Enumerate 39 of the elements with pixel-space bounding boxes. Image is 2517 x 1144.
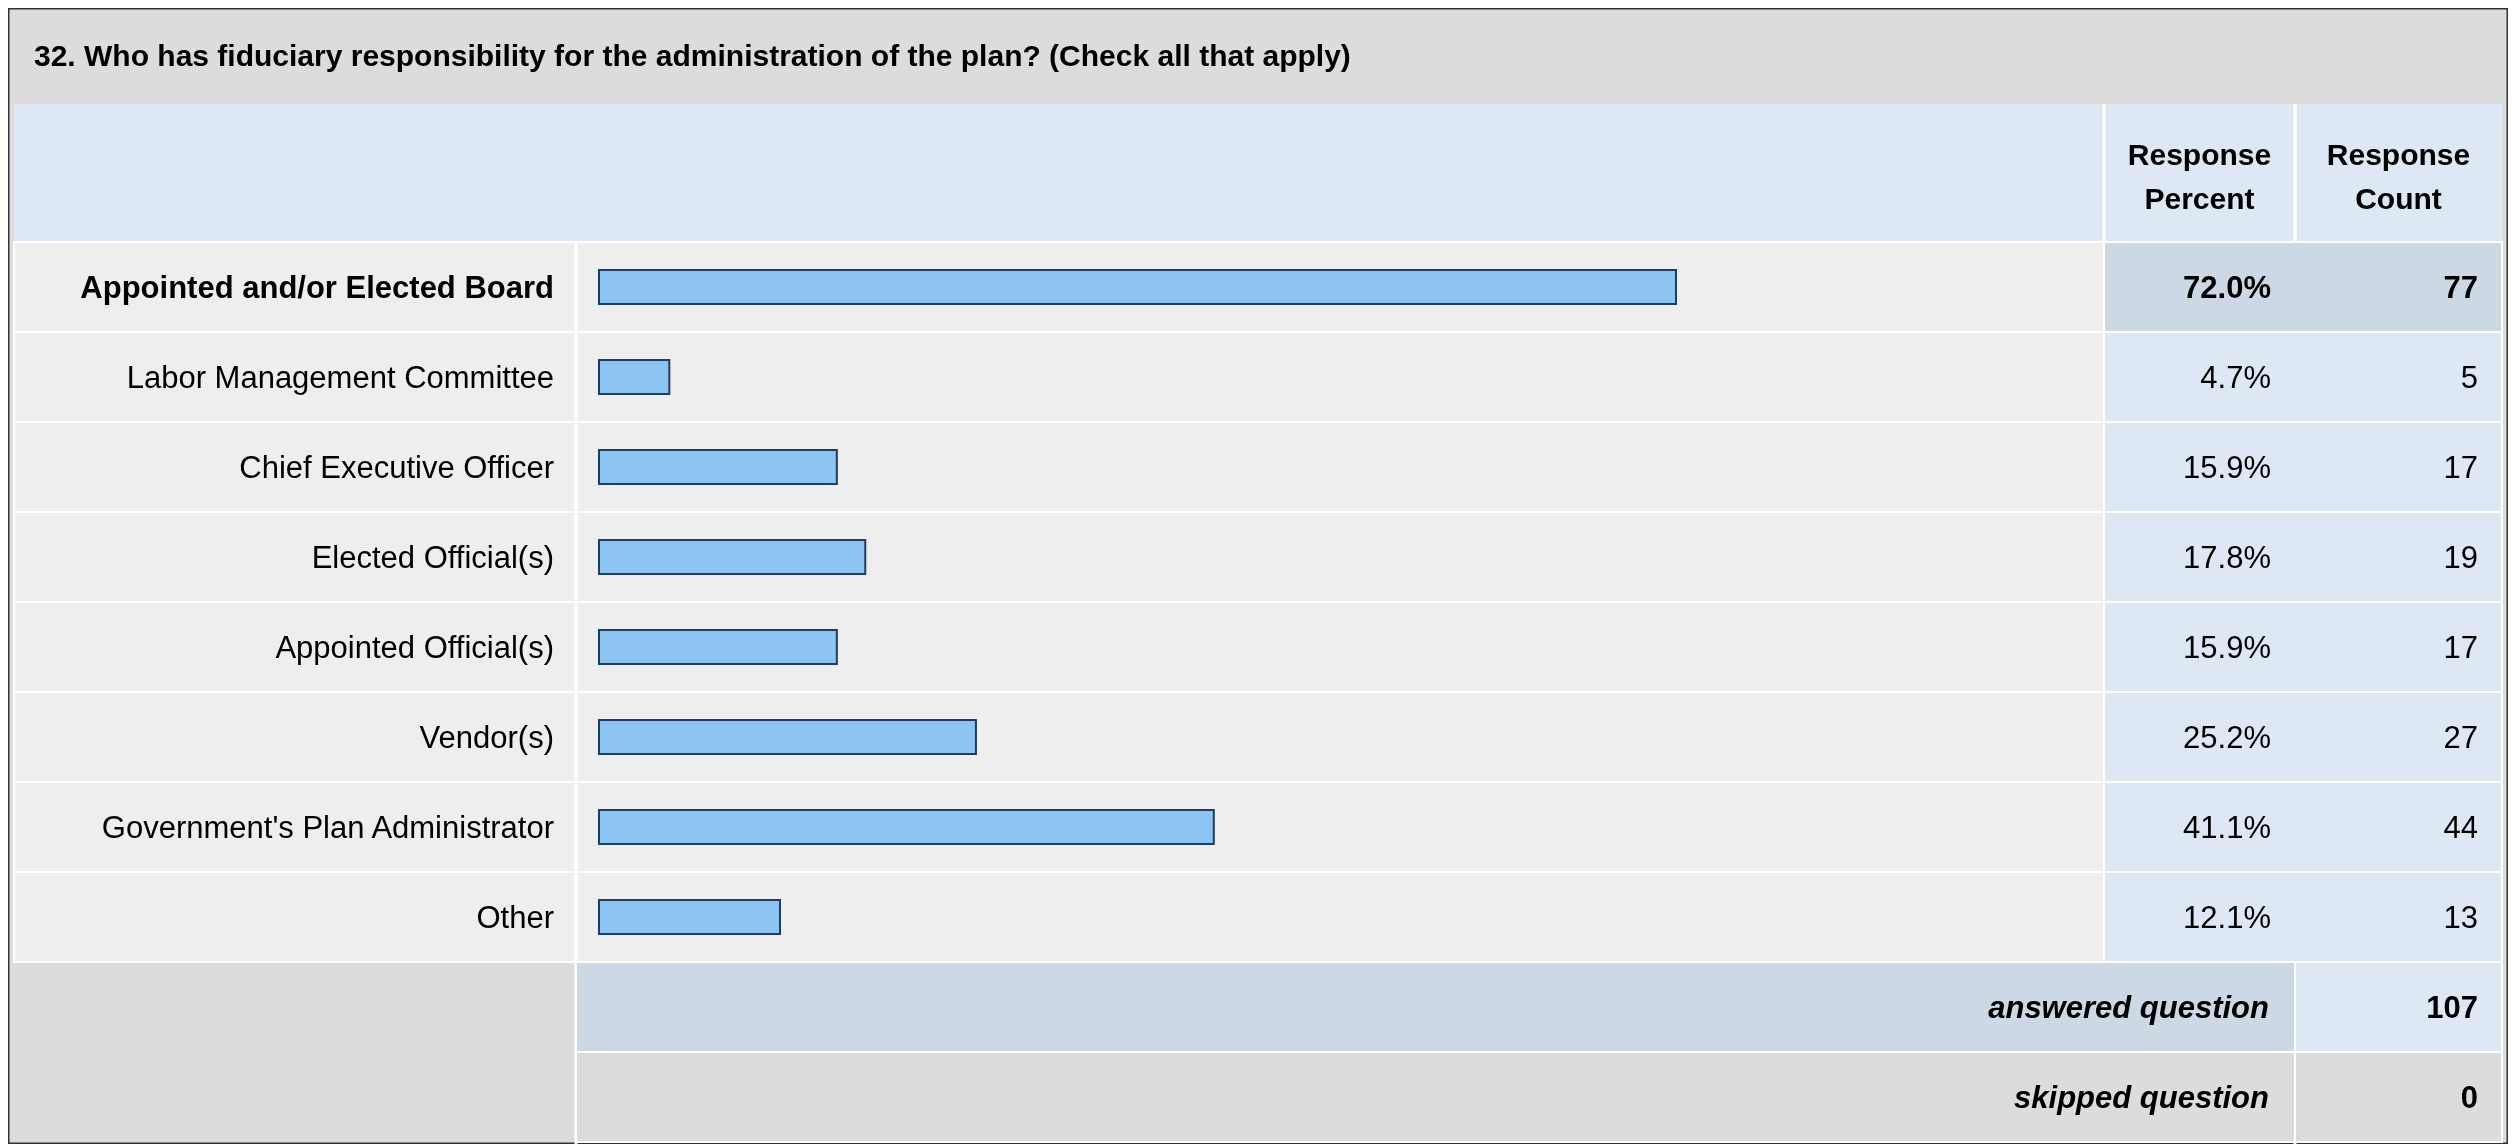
y-tick-label: Other	[476, 900, 554, 935]
text: 17	[2443, 630, 2478, 665]
data-label: 15.9%	[2183, 450, 2271, 485]
y-tick-label: Labor Management Committee	[126, 360, 554, 395]
y-tick-label: Vendor(s)	[419, 720, 554, 755]
text: 13	[2443, 900, 2478, 935]
text: answered question	[1988, 990, 2269, 1025]
bar	[598, 719, 977, 755]
text: 27	[2443, 720, 2478, 755]
text: 107	[2426, 990, 2478, 1025]
y-tick-label: Government's Plan Administrator	[101, 810, 554, 845]
bar	[598, 449, 838, 485]
y-tick-label: Chief Executive Officer	[239, 450, 554, 485]
bar	[598, 899, 781, 935]
text: skipped question	[2014, 1080, 2269, 1115]
text: 19	[2443, 540, 2478, 575]
text: Response Count	[2326, 138, 2471, 215]
data-label: 25.2%	[2183, 720, 2271, 755]
y-tick-label: Elected Official(s)	[311, 540, 554, 575]
data-label: 17.8%	[2183, 540, 2271, 575]
bar	[598, 629, 838, 665]
data-label: 4.7%	[2200, 360, 2271, 395]
chart-title: 32. Who has fiduciary responsibility for the administration of the plan? (Check all that apply)	[34, 39, 1351, 72]
y-tick-label: Appointed and/or Elected Board	[80, 270, 554, 305]
data-label: 15.9%	[2183, 630, 2271, 665]
data-label: 41.1%	[2183, 810, 2271, 845]
bar	[598, 359, 671, 395]
bar	[598, 539, 867, 575]
text: 44	[2443, 810, 2478, 845]
data-label: 72.0%	[2183, 270, 2271, 305]
text: 77	[2443, 270, 2478, 305]
data-label: 12.1%	[2183, 900, 2271, 935]
y-tick-label: Appointed Official(s)	[275, 630, 554, 665]
bar	[598, 809, 1215, 845]
text: 0	[2460, 1080, 2478, 1115]
text: 5	[2460, 360, 2478, 395]
text: 17	[2443, 450, 2478, 485]
bar	[598, 269, 1677, 305]
text: Response Percent	[2127, 138, 2272, 215]
